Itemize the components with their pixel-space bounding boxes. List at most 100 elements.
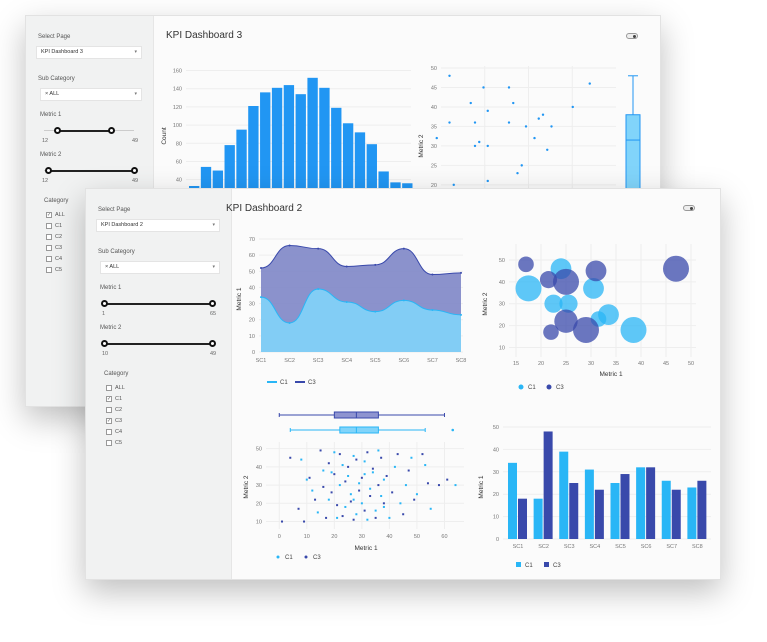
select-page-dropdown[interactable]: KPI Dashboard 2 ▾ (96, 219, 220, 232)
data-point[interactable] (374, 310, 377, 313)
bar-C3[interactable] (594, 489, 604, 539)
category-checkbox-c4[interactable]: C4 (46, 256, 62, 262)
data-point[interactable] (288, 244, 291, 247)
scatter-point[interactable] (473, 144, 477, 148)
bar-C1[interactable] (508, 462, 517, 539)
scatter-point-C1[interactable] (355, 513, 358, 516)
scatter-point-C3[interactable] (437, 484, 440, 487)
scatter-point-C1[interactable] (454, 484, 457, 487)
checkbox[interactable]: ✓ (106, 418, 112, 424)
bar-C3[interactable] (543, 431, 553, 539)
legend-swatch-C3[interactable] (304, 555, 308, 559)
data-point[interactable] (317, 288, 320, 291)
scatter-point-C1[interactable] (349, 493, 352, 496)
scatter-point[interactable] (537, 117, 540, 120)
slider-handle-max[interactable] (130, 167, 138, 174)
scatter-point-C1[interactable] (369, 487, 372, 490)
scatter-point-C1[interactable] (393, 465, 396, 468)
bubble-C1[interactable] (620, 316, 647, 343)
bubble-C3[interactable] (539, 271, 558, 289)
checkbox[interactable] (106, 440, 112, 446)
scatter-point-C3[interactable] (314, 498, 317, 501)
scatter-point-C1[interactable] (333, 451, 336, 454)
scatter-point-C1[interactable] (352, 454, 355, 457)
scatter-point-C3[interactable] (325, 516, 328, 519)
checkbox[interactable] (46, 223, 52, 229)
scatter-point-C1[interactable] (410, 456, 413, 459)
scatter-point-C1[interactable] (388, 516, 391, 519)
scatter-point-C3[interactable] (319, 449, 322, 452)
sub-category-multiselect[interactable]: × ALL ▾ (100, 261, 220, 274)
histogram-bar[interactable] (271, 87, 283, 217)
histogram-bar[interactable] (319, 87, 330, 217)
checkbox[interactable] (46, 245, 52, 251)
bar-C3[interactable] (569, 483, 579, 539)
scatter-point[interactable] (448, 121, 451, 124)
scatter-point[interactable] (486, 144, 489, 148)
bubble-C1[interactable] (559, 294, 578, 313)
scatter-point-C1[interactable] (363, 473, 366, 476)
slider-handle-min[interactable] (100, 300, 108, 307)
bubble-C3[interactable] (518, 256, 534, 273)
scatter-point-C3[interactable] (426, 482, 429, 485)
histogram-bar[interactable] (224, 145, 235, 216)
scatter-point-C1[interactable] (360, 502, 363, 505)
histogram-bar[interactable] (354, 132, 366, 216)
checkbox[interactable] (46, 267, 52, 273)
bubble-C1[interactable] (515, 275, 542, 302)
scatter-point-C3[interactable] (349, 500, 352, 503)
scatter-point-C1[interactable] (363, 460, 366, 463)
scatter-point-C1[interactable] (377, 449, 380, 452)
sub-category-chip[interactable]: × ALL (45, 91, 60, 97)
scatter-point-C3[interactable] (355, 458, 358, 461)
scatter-point-C3[interactable] (366, 451, 369, 454)
scatter-point-C3[interactable] (421, 453, 424, 456)
scatter-point[interactable] (486, 179, 489, 183)
category-checkbox-c1[interactable]: C1 (46, 223, 62, 229)
scatter-point-C3[interactable] (303, 520, 306, 523)
scatter-point-C3[interactable] (407, 469, 410, 472)
data-point[interactable] (345, 265, 348, 268)
category-checkbox-c1[interactable]: ✓ C1 (106, 396, 122, 402)
data-point[interactable] (431, 273, 434, 276)
scatter-point-C3[interactable] (333, 473, 336, 476)
scatter-point-C1[interactable] (415, 493, 418, 496)
bar-C3[interactable] (620, 474, 630, 539)
scatter-point[interactable] (524, 125, 528, 128)
scatter-point[interactable] (541, 113, 545, 116)
metric1-slider[interactable] (44, 126, 134, 136)
scatter-point-C1[interactable] (404, 484, 407, 487)
bar-C1[interactable] (533, 498, 543, 539)
scatter-point[interactable] (533, 136, 536, 140)
scatter-point-C3[interactable] (360, 476, 363, 479)
scatter-point-C3[interactable] (281, 520, 284, 523)
scatter-point[interactable] (516, 171, 519, 175)
theme-toggle[interactable] (683, 205, 695, 211)
scatter-point[interactable] (435, 136, 438, 140)
bar-C1[interactable] (610, 483, 620, 539)
metric1-slider[interactable] (100, 299, 216, 309)
slider-handle-max[interactable] (208, 340, 216, 347)
histogram-bar[interactable] (248, 106, 259, 216)
scatter-point[interactable] (546, 148, 549, 151)
checkbox[interactable]: ✓ (106, 396, 112, 402)
bubble-C1[interactable] (583, 277, 604, 299)
scatter-point-C3[interactable] (289, 456, 292, 459)
bar-C3[interactable] (671, 489, 681, 539)
scatter-point-C1[interactable] (347, 474, 350, 477)
histogram-bar[interactable] (236, 129, 247, 216)
category-checkbox-c3[interactable]: ✓ C3 (106, 418, 122, 424)
scatter-point-C1[interactable] (338, 484, 341, 487)
legend-label[interactable]: C3 (313, 555, 321, 561)
scatter-point[interactable] (550, 125, 553, 128)
scatter-point-C3[interactable] (380, 456, 383, 459)
bubble-C3[interactable] (573, 316, 599, 343)
legend-label[interactable]: C1 (285, 555, 293, 561)
scatter-point-C3[interactable] (363, 509, 366, 512)
scatter-point-C1[interactable] (366, 518, 369, 521)
scatter-point-C1[interactable] (305, 478, 308, 481)
scatter-point[interactable] (588, 82, 591, 85)
scatter-point-C3[interactable] (413, 498, 416, 501)
scatter-point-C1[interactable] (341, 464, 344, 467)
scatter-point-C3[interactable] (358, 489, 361, 492)
